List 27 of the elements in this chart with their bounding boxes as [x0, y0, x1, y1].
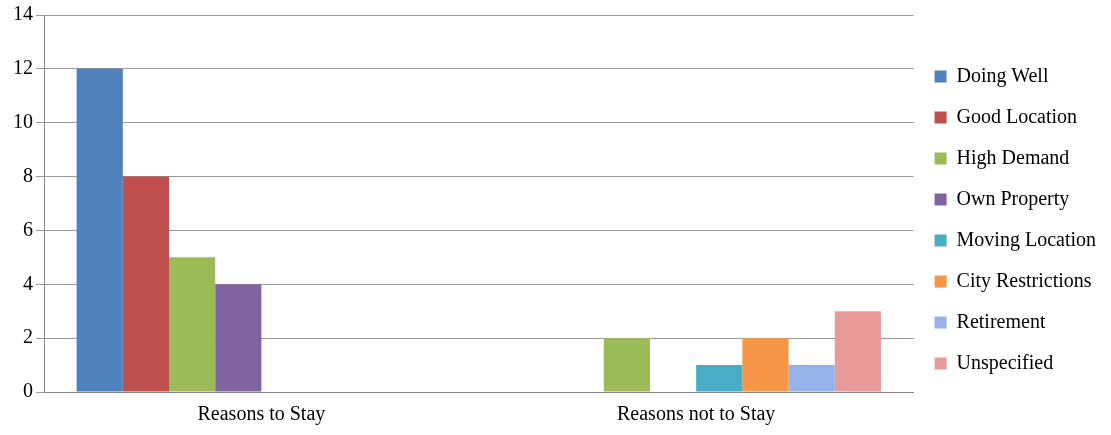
legend-label: City Restrictions [956, 268, 1092, 292]
bar [696, 365, 743, 392]
y-tick-label: 0 [23, 379, 33, 402]
bar [788, 365, 835, 392]
y-tick-label: 2 [23, 325, 33, 348]
y-tick-label: 4 [23, 271, 33, 294]
bar [122, 176, 169, 392]
bar [742, 338, 789, 392]
y-tick-label: 10 [13, 109, 33, 132]
y-tick-label: 6 [23, 217, 33, 240]
x-tick-label: Reasons to Stay [197, 402, 326, 426]
bar [76, 68, 123, 392]
legend-label: High Demand [956, 145, 1070, 169]
bar [603, 338, 650, 392]
legend-label: Own Property [956, 186, 1070, 210]
x-tick-label: Reasons not to Stay [617, 402, 776, 426]
legend-label: Doing Well [956, 63, 1049, 87]
y-tick-label: 14 [13, 2, 33, 25]
legend-label: Good Location [956, 104, 1078, 127]
bar [834, 311, 881, 392]
bar [169, 257, 216, 392]
y-tick-label: 8 [23, 163, 33, 186]
y-tick-label: 12 [13, 56, 33, 79]
bar [215, 284, 262, 392]
legend-label: Moving Location [956, 227, 1097, 251]
legend-label: Unspecified [956, 350, 1054, 374]
legend-label: Retirement [956, 309, 1046, 332]
